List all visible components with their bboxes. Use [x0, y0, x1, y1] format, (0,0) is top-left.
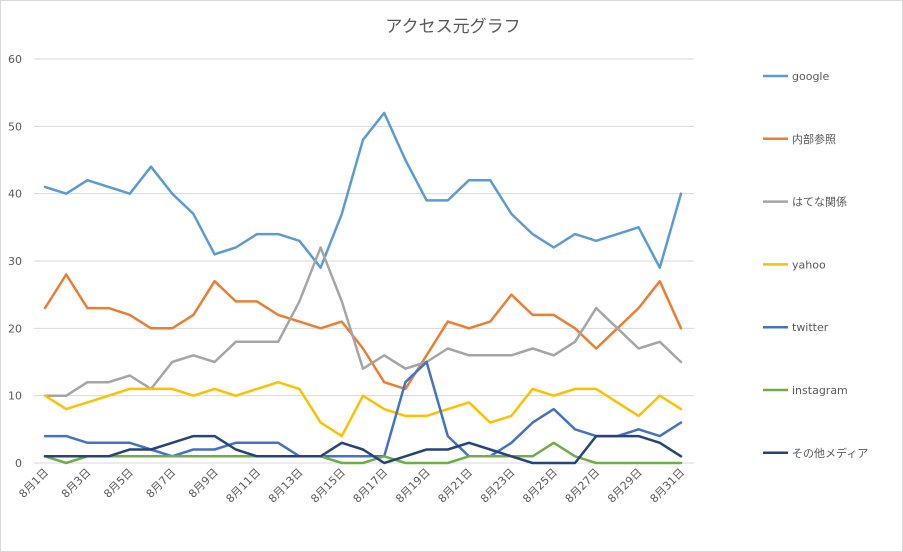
x-tick-label: 8月9日 [186, 466, 221, 501]
x-tick-label: 8月23日 [478, 466, 518, 506]
y-tick-label: 20 [8, 322, 22, 335]
x-tick-label: 8月19日 [393, 466, 433, 506]
y-tick-label: 30 [8, 255, 22, 268]
x-tick-label: 8月1日 [16, 466, 51, 501]
series-line-3 [43, 380, 683, 438]
x-tick-label: 8月31日 [648, 466, 688, 506]
legend-label: はてな関係 [792, 196, 847, 209]
gridlines [34, 58, 694, 464]
x-tick-label: 8月27日 [563, 466, 603, 506]
x-axis-labels: 8月1日 8月3日 8月5日 8月7日 8月9日 8月11日 8月13日 8月15日 8月17日… [16, 466, 687, 506]
y-axis-labels: 0 10 20 30 40 50 60 [8, 53, 22, 470]
x-tick-label: 8月7日 [144, 466, 179, 501]
x-tick-label: 8月29日 [605, 466, 645, 506]
series-line-5 [43, 441, 683, 465]
legend-label: twitter [792, 321, 829, 334]
x-tick-label: 8月11日 [224, 466, 264, 506]
x-tick-label: 8月17日 [351, 466, 391, 506]
legend-label: google [792, 70, 829, 83]
x-tick-label: 8月5日 [101, 466, 136, 501]
chart-title: アクセス元グラフ [385, 17, 520, 37]
x-tick-label: 8月15日 [308, 466, 348, 506]
y-tick-label: 0 [15, 457, 22, 470]
series-line-6 [43, 434, 683, 465]
x-tick-label: 8月21日 [436, 466, 476, 506]
y-tick-label: 40 [8, 188, 22, 201]
series-line-1 [43, 273, 683, 391]
x-tick-label: 8月13日 [266, 466, 306, 506]
y-tick-label: 60 [8, 53, 22, 66]
y-tick-label: 50 [8, 120, 22, 133]
legend-label: 内部参照 [792, 132, 836, 146]
x-tick-label: 8月25日 [520, 466, 560, 506]
plot-lines [43, 111, 683, 465]
legend-label: instagram [792, 384, 848, 397]
y-tick-label: 10 [8, 390, 22, 403]
series-line-4 [43, 360, 683, 458]
x-tick-label: 8月3日 [59, 466, 94, 501]
series-line-0 [43, 111, 683, 269]
legend-label: yahoo [792, 258, 826, 271]
legend-label: その他メディア [792, 446, 868, 460]
